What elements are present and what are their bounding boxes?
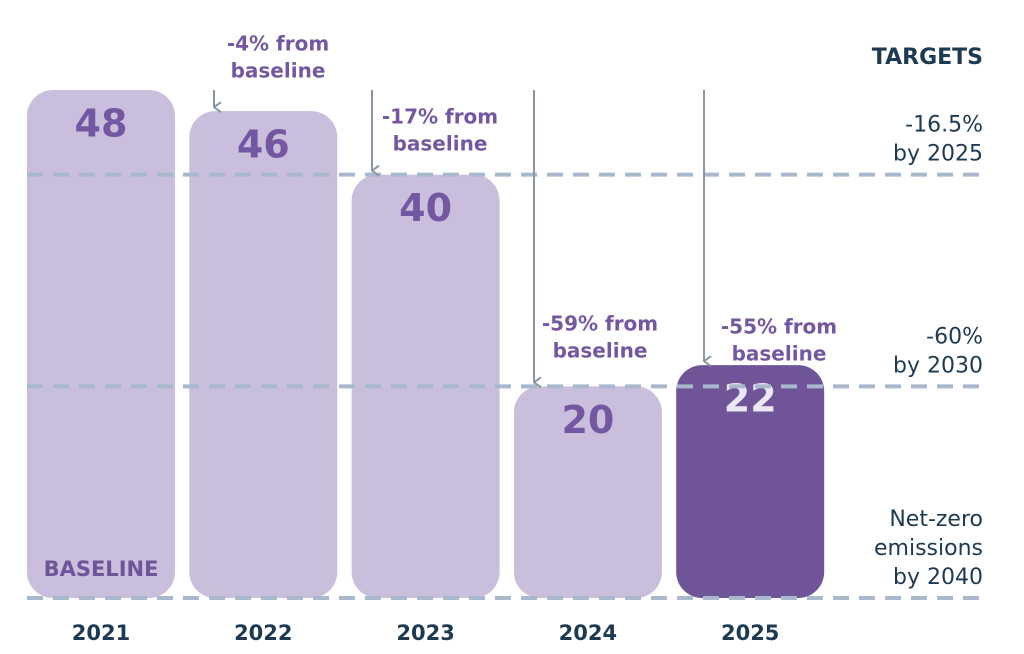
targets-title: TARGETS [872, 45, 983, 70]
annotation: -59% from [542, 312, 658, 336]
bar [513, 386, 662, 598]
bar [27, 90, 175, 598]
bar [189, 111, 338, 599]
x-tick-label: 2021 [72, 621, 130, 645]
annotation: -17% from [382, 105, 498, 129]
value-label: 40 [399, 186, 452, 230]
target-label: -16.5% [905, 113, 983, 138]
baseline-label: BASELINE [44, 557, 159, 581]
annotation: baseline [553, 339, 648, 363]
x-tick-label: 2022 [234, 621, 292, 645]
value-label: 46 [237, 123, 290, 167]
target-label: Net-zero [889, 507, 983, 532]
x-tick-label: 2025 [721, 621, 779, 645]
x-tick-label: 2024 [559, 621, 617, 645]
target-label: by 2025 [893, 142, 983, 167]
x-tick-label: 2023 [396, 621, 454, 645]
value-label: 48 [75, 102, 128, 146]
target-label: -60% [926, 324, 983, 349]
bar [676, 365, 825, 598]
target-label: by 2030 [893, 353, 983, 378]
annotation: -55% from [721, 315, 837, 339]
target-label: emissions [874, 536, 983, 561]
value-label: 20 [561, 398, 614, 442]
annotation: baseline [732, 342, 827, 366]
annotation: baseline [231, 59, 326, 83]
annotation: baseline [393, 132, 488, 156]
target-label: by 2040 [893, 565, 983, 590]
annotation: -4% from [227, 32, 329, 56]
value-label: 22 [724, 377, 777, 421]
